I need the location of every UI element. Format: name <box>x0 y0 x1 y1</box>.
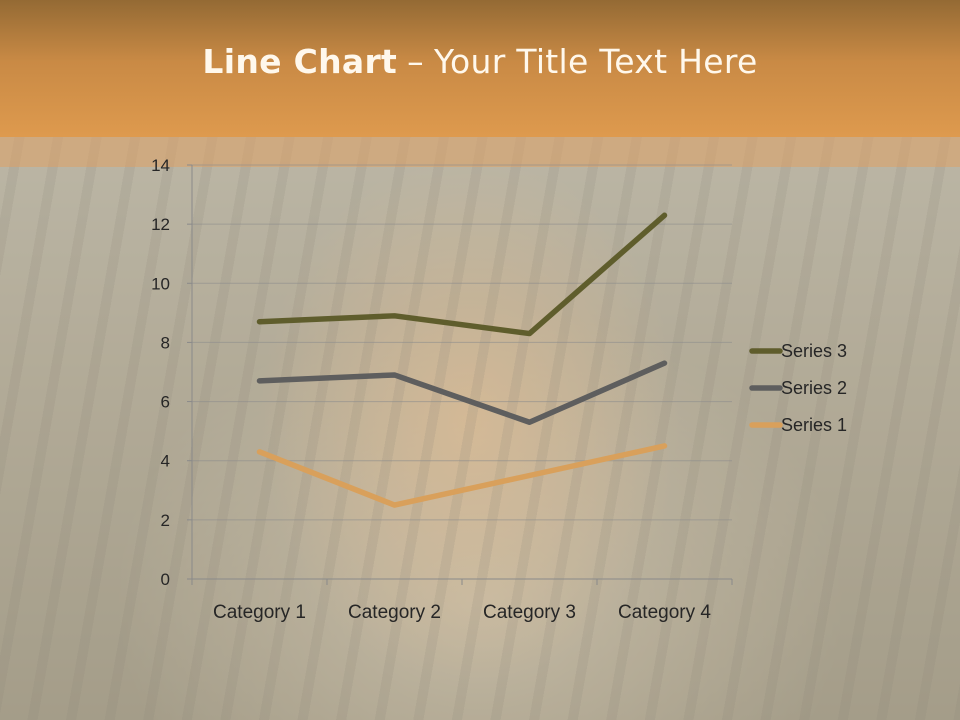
y-tick-label: 12 <box>151 215 170 234</box>
legend: Series 3 Series 2 Series 1 <box>749 341 847 435</box>
axes: 0 2 4 6 8 10 12 14 Category 1 Category 2 Category … <box>151 156 733 623</box>
y-tick-label: 10 <box>151 274 170 293</box>
legend-label: Series 3 <box>781 341 847 361</box>
y-tick-label: 6 <box>161 393 170 412</box>
y-tick-label: 14 <box>151 156 170 175</box>
y-tick-label: 8 <box>161 333 170 352</box>
y-tick-label: 4 <box>161 452 170 471</box>
slide-title: Line Chart – Your Title Text Here <box>202 42 757 81</box>
title-banner: Line Chart – Your Title Text Here <box>0 0 960 137</box>
y-tick-label: 2 <box>161 511 170 530</box>
x-category-label: Category 1 <box>213 602 306 623</box>
title-separator: – <box>407 42 424 81</box>
title-bold: Line Chart <box>202 42 398 81</box>
title-text: Your Title Text Here <box>433 42 758 81</box>
series-line-series-2 <box>256 360 668 426</box>
y-tick-label: 0 <box>161 570 170 589</box>
x-category-label: Category 2 <box>348 602 441 623</box>
legend-label: Series 1 <box>781 415 847 435</box>
legend-label: Series 2 <box>781 378 847 398</box>
series-line-series-1 <box>256 443 668 508</box>
series-line-series-3 <box>256 212 668 337</box>
banner-strip <box>0 137 960 167</box>
gridlines <box>192 164 732 521</box>
x-category-label: Category 4 <box>618 602 711 623</box>
series-lines <box>256 212 668 508</box>
x-category-label: Category 3 <box>483 602 576 623</box>
